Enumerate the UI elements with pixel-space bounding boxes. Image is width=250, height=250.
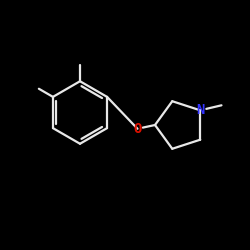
- Text: N: N: [196, 103, 204, 117]
- Text: O: O: [133, 122, 142, 136]
